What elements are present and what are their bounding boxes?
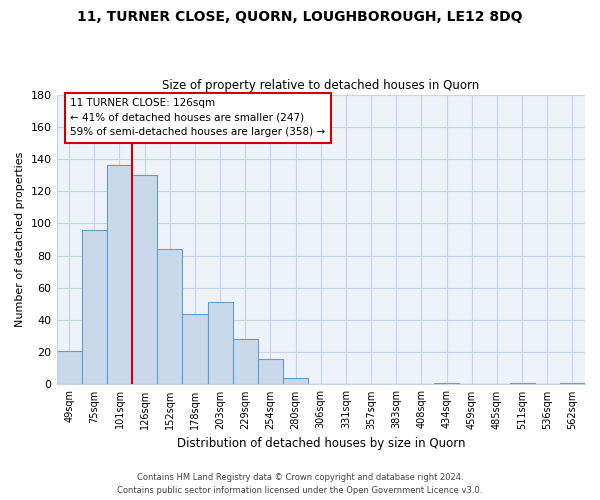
Bar <box>258 358 283 384</box>
Title: Size of property relative to detached houses in Quorn: Size of property relative to detached ho… <box>162 79 479 92</box>
Bar <box>82 230 107 384</box>
X-axis label: Distribution of detached houses by size in Quorn: Distribution of detached houses by size … <box>176 437 465 450</box>
Bar <box>56 350 82 384</box>
Bar <box>233 340 258 384</box>
Bar <box>434 383 459 384</box>
Bar <box>283 378 308 384</box>
Text: 11, TURNER CLOSE, QUORN, LOUGHBOROUGH, LE12 8DQ: 11, TURNER CLOSE, QUORN, LOUGHBOROUGH, L… <box>77 10 523 24</box>
Text: 11 TURNER CLOSE: 126sqm
← 41% of detached houses are smaller (247)
59% of semi-d: 11 TURNER CLOSE: 126sqm ← 41% of detache… <box>70 98 326 138</box>
Bar <box>107 166 132 384</box>
Bar <box>560 383 585 384</box>
Y-axis label: Number of detached properties: Number of detached properties <box>15 152 25 327</box>
Bar <box>509 383 535 384</box>
Bar <box>182 314 208 384</box>
Bar <box>208 302 233 384</box>
Bar <box>157 249 182 384</box>
Text: Contains HM Land Registry data © Crown copyright and database right 2024.
Contai: Contains HM Land Registry data © Crown c… <box>118 474 482 495</box>
Bar <box>132 175 157 384</box>
